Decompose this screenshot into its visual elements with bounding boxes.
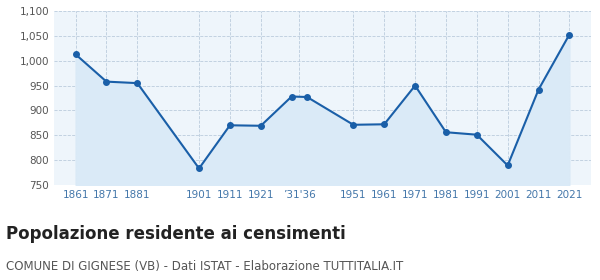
Text: COMUNE DI GIGNESE (VB) - Dati ISTAT - Elaborazione TUTTITALIA.IT: COMUNE DI GIGNESE (VB) - Dati ISTAT - El… [6,260,403,273]
Text: Popolazione residente ai censimenti: Popolazione residente ai censimenti [6,225,346,243]
